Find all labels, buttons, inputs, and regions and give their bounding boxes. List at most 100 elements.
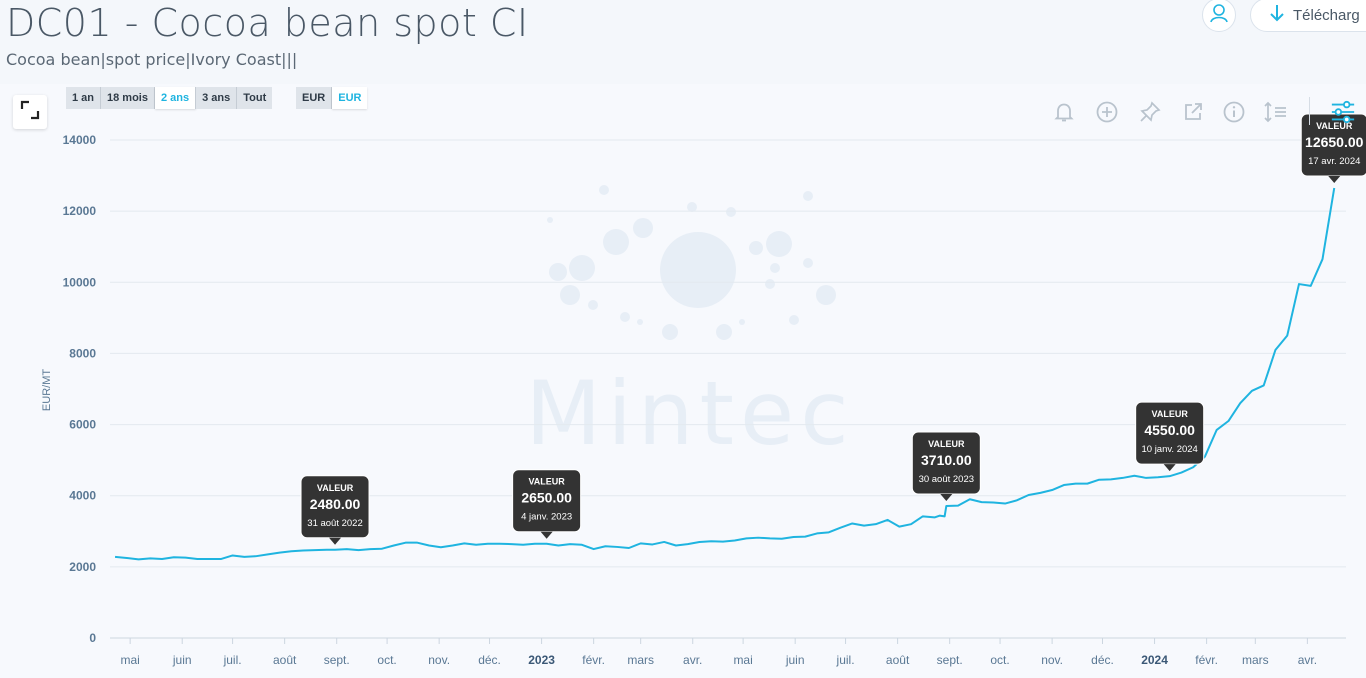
y-tick-label: 8000 xyxy=(69,346,96,360)
tooltip-arrow xyxy=(940,494,953,502)
mintec-watermark: Mintec xyxy=(525,185,854,465)
user-icon xyxy=(1208,2,1230,29)
x-tick-label: 2024 xyxy=(1141,653,1168,667)
fullscreen-button[interactable] xyxy=(13,95,47,129)
currency-option[interactable]: EUR xyxy=(296,87,333,109)
value-tooltip: VALEUR 12650.00 17 avr. 2024 xyxy=(1300,113,1366,184)
x-tick-label: mai xyxy=(733,653,752,667)
download-label: Télécharg xyxy=(1293,6,1360,24)
x-tick-label: sept. xyxy=(324,653,350,667)
tooltip-label: VALEUR xyxy=(317,483,354,493)
value-tooltip: VALEUR 4550.00 10 janv. 2024 xyxy=(1135,401,1205,472)
tooltip-label: VALEUR xyxy=(1151,409,1188,419)
x-tick-label: juil. xyxy=(836,653,855,667)
info-icon[interactable] xyxy=(1221,99,1247,125)
download-button[interactable]: Télécharg xyxy=(1250,0,1366,32)
value-tooltip: VALEUR 2650.00 4 janv. 2023 xyxy=(512,469,582,539)
x-tick-label: sept. xyxy=(937,653,963,667)
x-tick-label: oct. xyxy=(990,653,1009,667)
x-tick-label: juin xyxy=(172,653,192,667)
range-option[interactable]: Tout xyxy=(237,87,273,109)
external-link-icon[interactable] xyxy=(1180,99,1206,125)
x-tick-label: nov. xyxy=(428,653,450,667)
tooltip-value: 2480.00 xyxy=(310,496,361,512)
x-tick-label: déc. xyxy=(1091,653,1114,667)
x-tick-label: févr. xyxy=(582,653,605,667)
pin-icon[interactable] xyxy=(1137,99,1163,125)
toolbar-divider xyxy=(1309,97,1310,125)
value-tooltips: VALEUR 2480.00 31 août 2022 VALEUR 2650.00 4 … xyxy=(300,113,1366,545)
value-tooltip: VALEUR 3710.00 30 août 2023 xyxy=(911,431,981,502)
page-title: DC01 - Cocoa bean spot CI xyxy=(6,1,529,45)
watermark-dot xyxy=(588,300,598,310)
x-tick-label: juil. xyxy=(223,653,242,667)
x-tick-label: févr. xyxy=(1195,653,1218,667)
chart-panel xyxy=(0,84,1366,678)
expand-icon xyxy=(20,100,40,125)
y-tick-label: 0 xyxy=(89,631,96,645)
watermark-dot xyxy=(620,312,630,322)
watermark-dot xyxy=(662,324,678,340)
x-tick-label: nov. xyxy=(1041,653,1063,667)
tooltip-label: VALEUR xyxy=(928,439,965,449)
watermark-dot xyxy=(803,258,813,268)
watermark-dot xyxy=(765,279,775,289)
y-tick-label: 2000 xyxy=(69,560,96,574)
watermark-dot xyxy=(816,285,836,305)
series-layer xyxy=(114,187,1336,561)
y-tick-label: 4000 xyxy=(69,489,96,503)
range-option[interactable]: 2 ans xyxy=(154,87,197,109)
user-button[interactable] xyxy=(1202,0,1236,32)
watermark-dot xyxy=(716,324,732,340)
x-tick-label: déc. xyxy=(478,653,501,667)
watermark-dot xyxy=(770,263,780,273)
watermark-dot xyxy=(599,185,609,195)
y-axis-label: EUR/MT xyxy=(41,369,53,411)
y-tick-label: 12000 xyxy=(63,204,97,218)
watermark-dot xyxy=(803,191,813,201)
tooltip-value: 2650.00 xyxy=(521,490,572,506)
currency-option[interactable]: EUR xyxy=(332,87,368,109)
watermark-dot xyxy=(739,319,745,325)
y-axis-ticks: 0 2000 4000 6000 8000 10000 12000 14000 xyxy=(63,133,97,645)
page-subtitle: Cocoa bean|spot price|Ivory Coast||| xyxy=(6,50,298,69)
tooltip-date: 10 janv. 2024 xyxy=(1141,444,1197,455)
x-tick-label: oct. xyxy=(377,653,396,667)
tooltip-date: 4 janv. 2023 xyxy=(521,512,572,523)
y-tick-label: 10000 xyxy=(63,275,97,289)
watermark-dot xyxy=(560,285,580,305)
watermark-dot xyxy=(749,241,763,255)
watermark-dot xyxy=(547,217,553,223)
watermark-dot xyxy=(549,263,567,281)
range-selector: 1 an 18 mois 2 ans 3 ans Tout xyxy=(66,87,273,109)
tooltip-date: 17 avr. 2024 xyxy=(1308,156,1360,167)
tooltip-arrow xyxy=(1328,176,1341,184)
y-tick-label: 14000 xyxy=(63,133,97,147)
tooltip-date: 31 août 2022 xyxy=(307,518,362,529)
value-tooltip: VALEUR 2480.00 31 août 2022 xyxy=(300,475,370,545)
series-line xyxy=(114,187,1336,561)
currency-selector: EUR EUR xyxy=(296,87,368,109)
tooltip-arrow xyxy=(540,531,553,539)
watermark-dot xyxy=(637,319,643,325)
tooltip-arrow xyxy=(1163,464,1176,472)
bell-icon[interactable] xyxy=(1051,99,1077,125)
range-option[interactable]: 18 mois xyxy=(101,87,155,109)
watermark-text: Mintec xyxy=(525,362,854,465)
x-tick-label: mars xyxy=(627,653,654,667)
tooltip-arrow xyxy=(329,537,342,545)
x-tick-label: mars xyxy=(1242,653,1269,667)
x-axis-ticks: mai juin juil. août sept. oct. nov. déc. 2023 fév… xyxy=(120,638,1317,667)
download-icon xyxy=(1269,3,1293,27)
watermark-dot xyxy=(660,232,736,308)
watermark-dot xyxy=(687,202,697,212)
tooltip-date: 30 août 2023 xyxy=(919,474,974,485)
range-option[interactable]: 3 ans xyxy=(196,87,238,109)
tooltip-label: VALEUR xyxy=(1316,121,1353,131)
sort-lines-icon[interactable] xyxy=(1263,99,1289,125)
x-tick-label: avr. xyxy=(1298,653,1317,667)
add-circle-icon[interactable] xyxy=(1094,99,1120,125)
range-option[interactable]: 1 an xyxy=(66,87,102,109)
settings-sliders-icon[interactable] xyxy=(1330,99,1356,125)
